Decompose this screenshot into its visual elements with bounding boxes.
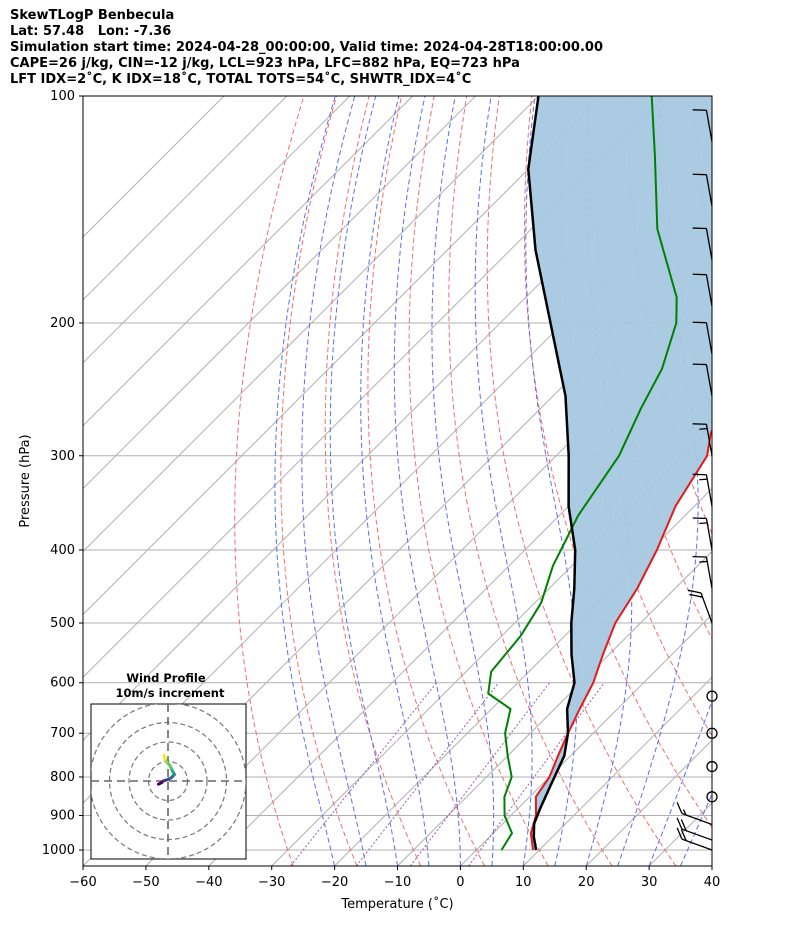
wind-barb — [706, 791, 718, 803]
isotherm-line — [83, 96, 602, 616]
hodograph-title: Wind Profile — [126, 671, 206, 685]
x-tick-label: −60 — [69, 875, 96, 890]
moist-adiabat — [617, 96, 699, 866]
moist-adiabat — [711, 864, 712, 866]
moist-adiabat — [474, 96, 533, 866]
temperature-profile — [529, 428, 712, 851]
isotherm-line — [522, 676, 712, 866]
moist-adiabat — [360, 96, 430, 866]
x-tick-label: 0 — [456, 875, 464, 890]
dry-adiabat — [324, 96, 422, 866]
isotherm-line — [145, 299, 712, 866]
wind-barb — [692, 363, 713, 397]
mixing-ratio-line — [409, 682, 550, 866]
dry-adiabat — [408, 96, 549, 866]
isotherm-line — [83, 96, 351, 364]
isotherm-line — [334, 487, 712, 866]
x-tick-label: 40 — [704, 875, 721, 890]
y-tick-label: 200 — [50, 316, 75, 331]
moist-adiabat — [431, 96, 495, 866]
y-tick-label: 800 — [50, 770, 75, 785]
y-axis-label: Pressure (hPa) — [18, 434, 33, 527]
hodograph-ring — [128, 741, 208, 821]
x-tick-label: 20 — [578, 875, 595, 890]
y-tick-label: 900 — [50, 809, 75, 824]
x-tick-label: −30 — [258, 875, 285, 890]
x-tick-label: −50 — [132, 875, 159, 890]
x-tick-label: 10 — [515, 875, 532, 890]
moist-adiabat — [301, 96, 367, 866]
dry-adiabat — [486, 96, 677, 866]
dry-adiabat — [367, 96, 485, 866]
x-tick-label: −40 — [195, 875, 222, 890]
wind-barb — [692, 473, 713, 507]
dry-adiabat — [727, 96, 794, 866]
hodograph-segment — [162, 753, 167, 761]
y-tick-label: 1000 — [42, 843, 75, 858]
moist-adiabat — [329, 96, 398, 866]
moist-adiabat — [648, 699, 712, 866]
hodograph-plot — [91, 704, 246, 859]
x-axis-label: Temperature (˚C) — [340, 896, 453, 912]
isotherm-line — [711, 865, 712, 866]
isotherm-line — [83, 96, 225, 238]
dry-adiabat — [760, 96, 794, 866]
isotherm-line — [83, 96, 476, 490]
wind-barb — [706, 727, 718, 739]
x-tick-label: −10 — [384, 875, 411, 890]
wind-barb — [676, 817, 713, 841]
cape-text: CAPE=26 j/kg, CIN=-12 j/kg, LCL=923 hPa,… — [10, 56, 520, 71]
dry-adiabat — [523, 96, 712, 829]
wind-barb — [692, 173, 713, 207]
y-tick-label: 600 — [50, 676, 75, 691]
dry-adiabat — [280, 96, 358, 866]
y-tick-label: 500 — [50, 616, 75, 631]
dewpoint-profile — [487, 96, 678, 851]
dry-adiabat — [234, 96, 305, 866]
y-tick-label: 700 — [50, 726, 75, 741]
y-tick-label: 100 — [50, 89, 75, 104]
wind-barb — [692, 321, 713, 355]
time-text: Simulation start time: 2024-04-28_00:00:… — [10, 40, 603, 55]
y-tick-label: 300 — [50, 449, 75, 464]
wind-barb — [692, 517, 713, 551]
y-tick-label: 400 — [50, 543, 75, 558]
mixing-ratio-line — [290, 682, 437, 866]
moist-adiabat — [274, 96, 336, 866]
x-tick-label: −20 — [321, 875, 348, 890]
wind-barb — [706, 690, 718, 702]
isotherm-line — [83, 96, 288, 301]
hodograph-subtitle: 10m/s increment — [116, 686, 225, 700]
wind-barb — [676, 827, 713, 851]
wind-barb — [692, 423, 713, 456]
chart-header: SkewTLogP Benbecula Lat: 57.48 Lon: -7.3… — [10, 8, 603, 88]
wind-barb — [676, 802, 713, 826]
parcel-profile — [527, 96, 577, 851]
moist-adiabat — [393, 96, 461, 866]
wind-barb — [692, 555, 713, 589]
x-tick-label: 30 — [641, 875, 658, 890]
wind-barb — [692, 273, 713, 307]
cape-shaded-area — [528, 96, 712, 850]
isotherm-line — [83, 96, 414, 427]
isotherm-line — [397, 550, 712, 866]
isotherm-line — [83, 96, 539, 553]
chart-title: SkewTLogP Benbecula — [10, 8, 175, 23]
indices-text: LFT IDX=2˚C, K IDX=18˚C, TOTAL TOTS=54˚C… — [10, 72, 472, 87]
moist-adiabat — [680, 792, 712, 866]
wind-barb — [706, 760, 718, 773]
wind-barb — [687, 589, 713, 624]
location-text: Lat: 57.48 Lon: -7.36 — [10, 24, 172, 39]
wind-barb — [692, 227, 713, 261]
dry-adiabat — [448, 96, 613, 866]
moist-adiabat — [525, 96, 578, 866]
wind-barb — [692, 109, 713, 142]
isotherm-line — [460, 613, 712, 866]
